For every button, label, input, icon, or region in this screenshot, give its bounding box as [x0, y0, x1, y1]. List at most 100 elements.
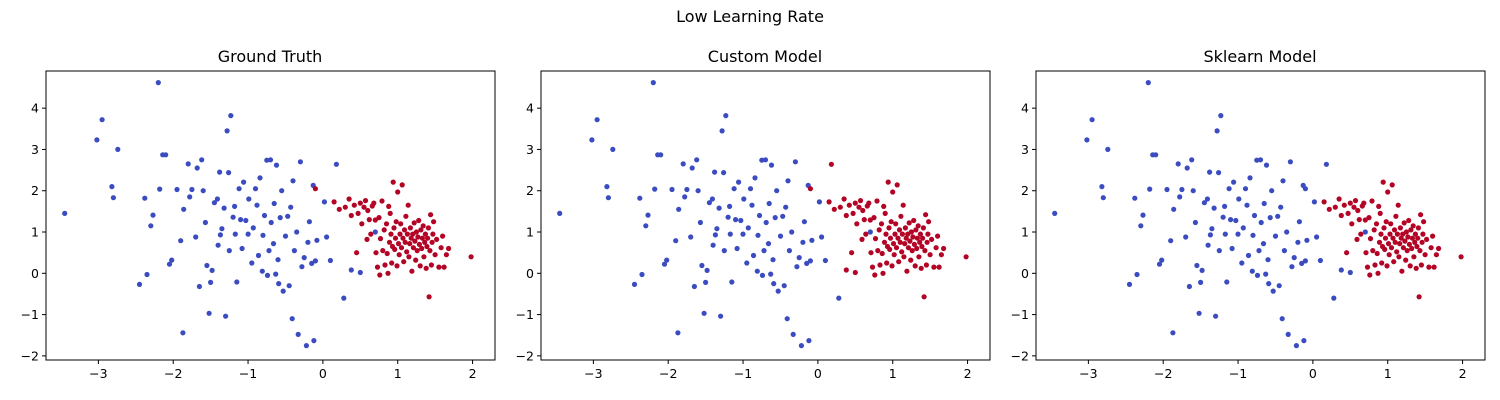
point-class1: [414, 248, 420, 254]
point-class0: [99, 117, 105, 123]
point-class1: [354, 250, 360, 256]
point-class0: [243, 217, 249, 224]
point-class0: [1179, 186, 1185, 193]
point-class1: [886, 225, 892, 231]
point-class1: [904, 268, 910, 274]
point-class0: [204, 262, 210, 269]
y-tick-label: 2: [526, 183, 534, 198]
point-class1: [883, 231, 889, 237]
point-class0: [142, 195, 148, 201]
point-class1: [432, 252, 438, 258]
point-class0: [214, 196, 220, 202]
point-class0: [273, 271, 279, 277]
point-class0: [234, 279, 240, 285]
point-class0: [217, 232, 223, 238]
point-class0: [738, 217, 744, 224]
point-class1: [923, 212, 929, 218]
point-class0: [181, 206, 187, 212]
point-class1: [364, 236, 370, 242]
point-class1: [1405, 234, 1411, 240]
point-class1: [428, 262, 434, 268]
point-class1: [1412, 231, 1418, 237]
point-class0: [777, 233, 784, 239]
point-class1: [1412, 239, 1418, 245]
point-class1: [913, 227, 919, 233]
x-tick-label: 1: [394, 366, 402, 381]
point-class0: [1280, 178, 1286, 184]
point-class0: [1263, 271, 1269, 277]
point-class1: [885, 179, 891, 185]
point-class0: [1184, 165, 1190, 171]
point-class0: [267, 157, 274, 163]
point-class1: [911, 241, 918, 247]
point-class0: [1233, 217, 1239, 224]
x-tick-label: 2: [469, 366, 477, 381]
point-class1: [1384, 263, 1390, 269]
point-class1: [1347, 200, 1353, 206]
point-class1: [917, 239, 923, 245]
point-class1: [429, 239, 435, 245]
point-class1: [380, 248, 386, 254]
point-class1: [1409, 245, 1415, 252]
point-class1: [900, 202, 906, 208]
point-class1: [909, 248, 915, 254]
point-class0: [734, 245, 740, 252]
point-class0: [699, 262, 705, 269]
point-class1: [381, 227, 387, 233]
point-class0: [169, 257, 175, 263]
point-class0: [749, 202, 755, 208]
point-class1: [1409, 235, 1415, 241]
point-class1: [398, 245, 405, 251]
point-class0: [1267, 215, 1273, 221]
point-class1: [929, 236, 935, 242]
point-class0: [710, 242, 716, 248]
point-class0: [762, 157, 769, 163]
point-class0: [798, 343, 805, 349]
point-class1: [1383, 219, 1389, 225]
point-class0: [1269, 188, 1275, 194]
point-class0: [1242, 186, 1249, 192]
point-class1: [371, 200, 377, 206]
point-class0: [1261, 200, 1267, 207]
point-class0: [1204, 196, 1210, 202]
point-class0: [809, 237, 815, 243]
point-class1: [372, 217, 378, 223]
point-class0: [1192, 219, 1198, 226]
point-class0: [94, 137, 100, 143]
y-tick-label: 3: [1021, 142, 1029, 157]
point-class0: [1159, 257, 1165, 263]
point-class1: [386, 203, 392, 209]
point-class1: [1387, 231, 1393, 237]
point-class0: [1299, 260, 1305, 266]
point-class1: [901, 254, 907, 260]
point-class1: [920, 225, 927, 231]
point-class1: [406, 254, 412, 260]
point-class0: [691, 283, 698, 290]
point-class1: [416, 241, 422, 247]
point-class0: [733, 217, 739, 223]
point-class1: [1386, 252, 1392, 258]
point-class1: [1332, 204, 1338, 210]
point-class1: [926, 219, 932, 225]
point-class0: [245, 231, 251, 237]
point-class1: [1433, 252, 1439, 258]
point-class0: [796, 255, 802, 261]
point-class1: [410, 245, 416, 251]
point-class1: [1424, 236, 1430, 242]
point-class1: [436, 264, 442, 270]
point-class0: [780, 213, 786, 219]
point-class0: [1251, 212, 1258, 219]
point-class1: [1379, 260, 1385, 266]
point-class1: [881, 203, 887, 209]
point-class1: [1417, 248, 1423, 254]
point-class0: [1240, 225, 1246, 231]
point-class0: [1301, 338, 1307, 344]
point-class1: [896, 227, 903, 233]
y-tick-label: 1: [526, 225, 534, 240]
point-class0: [1256, 248, 1262, 254]
point-class0: [224, 128, 230, 134]
point-class1: [355, 210, 361, 216]
point-class0: [199, 157, 205, 163]
point-class0: [1323, 161, 1329, 167]
point-class1: [400, 235, 406, 241]
